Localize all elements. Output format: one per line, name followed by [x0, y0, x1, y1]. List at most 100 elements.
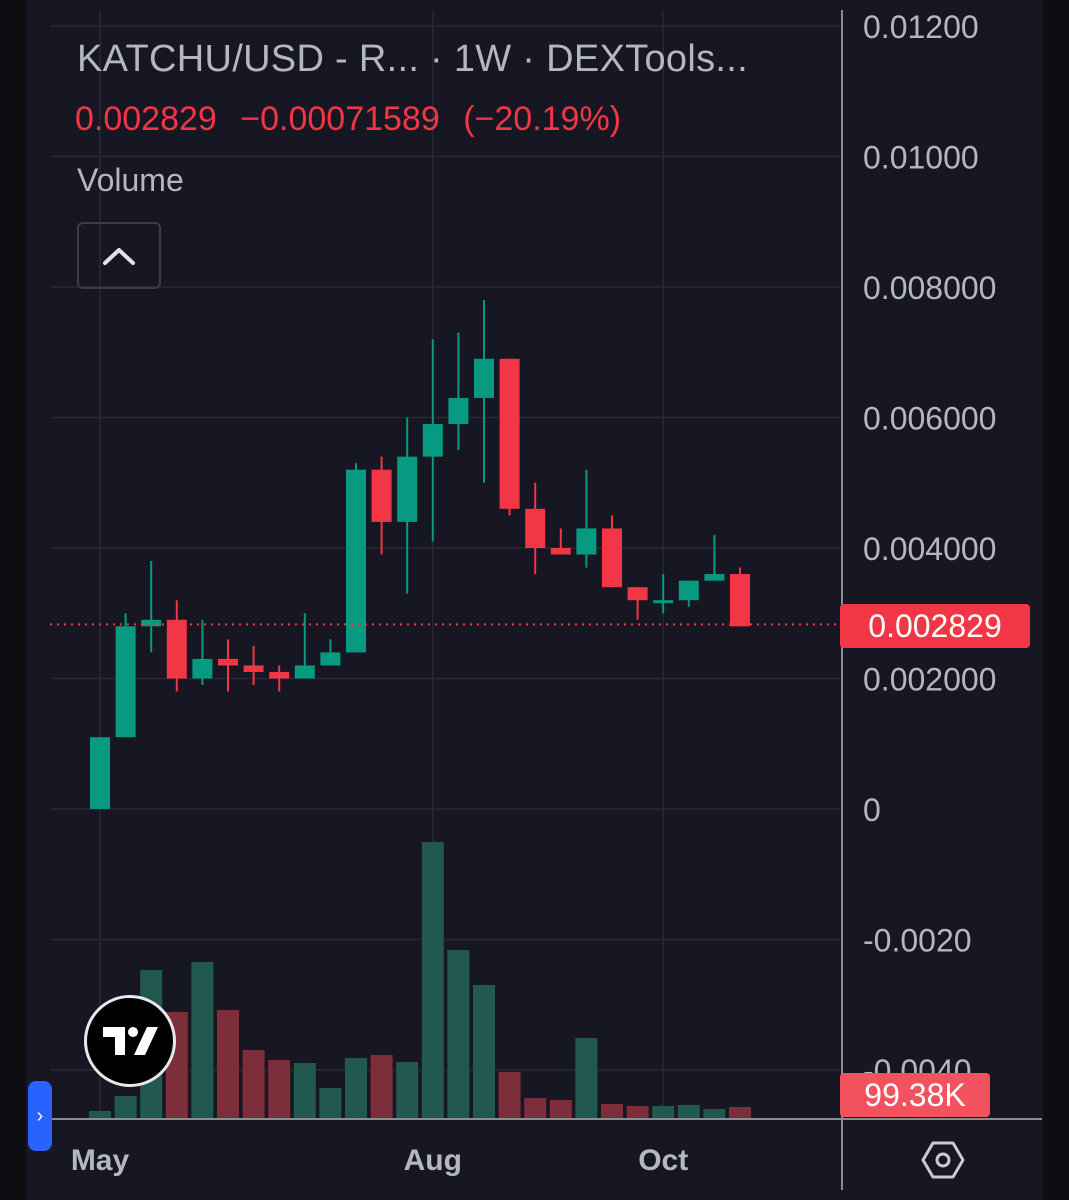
volume-bar: [217, 1010, 239, 1118]
candle-body: [371, 469, 392, 522]
candle: [474, 300, 494, 483]
candle: [678, 580, 699, 607]
candles: [90, 300, 750, 809]
volume-bar: [601, 1104, 623, 1118]
candle: [166, 600, 187, 692]
candle-body: [627, 587, 648, 601]
chevron-right-icon[interactable]: ›: [28, 1081, 52, 1151]
y-axis-tick-label: 0.006000: [863, 401, 996, 437]
candle: [115, 613, 136, 738]
tradingview-logo-icon[interactable]: [84, 995, 176, 1087]
candle-body: [448, 397, 469, 425]
candle-body: [141, 619, 162, 627]
chevron-up-icon: [103, 247, 135, 265]
candle: [346, 463, 366, 653]
candle: [90, 737, 110, 809]
change-abs-value: −0.00071589: [240, 100, 440, 138]
candle: [218, 639, 238, 692]
candle: [627, 587, 648, 620]
y-axis-tick-label: 0.002000: [863, 662, 996, 698]
y-axis-tick-label: 0.01000: [863, 140, 979, 176]
volume-bar: [421, 842, 444, 1118]
y-axis-tick-label: 0: [863, 792, 881, 828]
volume-bar: [345, 1058, 367, 1118]
candle-body: [218, 658, 238, 666]
left-edge: [0, 0, 26, 1200]
candle-body: [474, 358, 494, 398]
collapse-legend-button[interactable]: [77, 222, 161, 289]
candle: [499, 358, 520, 516]
candle-body: [422, 424, 443, 457]
candle: [422, 339, 443, 542]
change-pct-value: (−20.19%): [463, 100, 622, 138]
candle-body: [678, 580, 699, 601]
volume-bar: [268, 1060, 291, 1118]
volume-bar: [473, 985, 495, 1118]
candle-body: [704, 574, 725, 581]
volume-label: Volume: [77, 162, 184, 198]
volume-bar: [626, 1106, 649, 1118]
candle-body: [576, 528, 597, 555]
price-legend: 0.002829 −0.00071589 (−20.19%): [75, 100, 635, 139]
candle-body: [550, 548, 571, 555]
candle: [550, 528, 571, 555]
candle-body: [346, 469, 366, 653]
volume-bar: [703, 1109, 726, 1118]
candle-body: [397, 456, 418, 522]
candle: [141, 561, 162, 653]
volume-bar: [370, 1055, 393, 1118]
volume-bar: [396, 1062, 419, 1118]
volume-bar: [447, 950, 470, 1118]
last-price-tag: 0.002829: [840, 604, 1030, 648]
candle-body: [243, 665, 264, 672]
candle: [192, 619, 213, 686]
candle: [448, 332, 469, 451]
candle: [371, 456, 392, 555]
volume-bar: [677, 1105, 700, 1118]
candle: [704, 534, 725, 581]
volume-bar: [319, 1088, 342, 1118]
volume-bars: [89, 842, 751, 1118]
right-edge: [1043, 0, 1069, 1200]
x-axis-label: Oct: [638, 1144, 688, 1177]
y-axis-tick-label: 0.004000: [863, 531, 996, 567]
candle-body: [90, 737, 110, 809]
candle-body: [602, 528, 622, 588]
x-axis-label: May: [71, 1144, 130, 1177]
last-price-value: 0.002829: [75, 100, 217, 138]
candle: [243, 645, 264, 686]
volume-bar: [575, 1038, 598, 1118]
volume-bar: [729, 1107, 751, 1118]
candle: [320, 639, 341, 666]
volume-bar: [652, 1106, 675, 1118]
candle-body: [294, 665, 315, 679]
volume-bar: [89, 1111, 111, 1118]
candle-body: [499, 358, 520, 509]
candle: [576, 469, 597, 568]
volume-bar: [191, 962, 214, 1118]
volume-bar: [498, 1072, 521, 1118]
settings-button[interactable]: [915, 1132, 971, 1188]
volume-bar: [549, 1100, 572, 1118]
y-axis-tick-label: 0.01200: [863, 9, 979, 45]
candle: [653, 574, 674, 614]
y-axis-tick-label: -0.0020: [863, 923, 972, 959]
volume-bar: [524, 1098, 547, 1118]
hexagon-gear-icon: [921, 1141, 965, 1179]
candle-body: [320, 652, 341, 666]
candle: [294, 613, 315, 679]
x-axis-label: Aug: [404, 1144, 462, 1177]
candle-body: [653, 600, 674, 604]
symbol-title[interactable]: KATCHU/USD - R... · 1W · DEXTools...: [77, 38, 748, 80]
candle-body: [525, 508, 546, 548]
y-axis-tick-label: 0.008000: [863, 270, 996, 306]
volume-tag: 99.38K: [840, 1073, 990, 1117]
volume-bar: [293, 1063, 316, 1118]
candle: [397, 417, 418, 594]
candle-body: [192, 658, 213, 679]
candle: [525, 482, 546, 575]
candle: [602, 515, 622, 588]
candle-body: [730, 574, 750, 627]
volume-bar: [114, 1096, 137, 1118]
